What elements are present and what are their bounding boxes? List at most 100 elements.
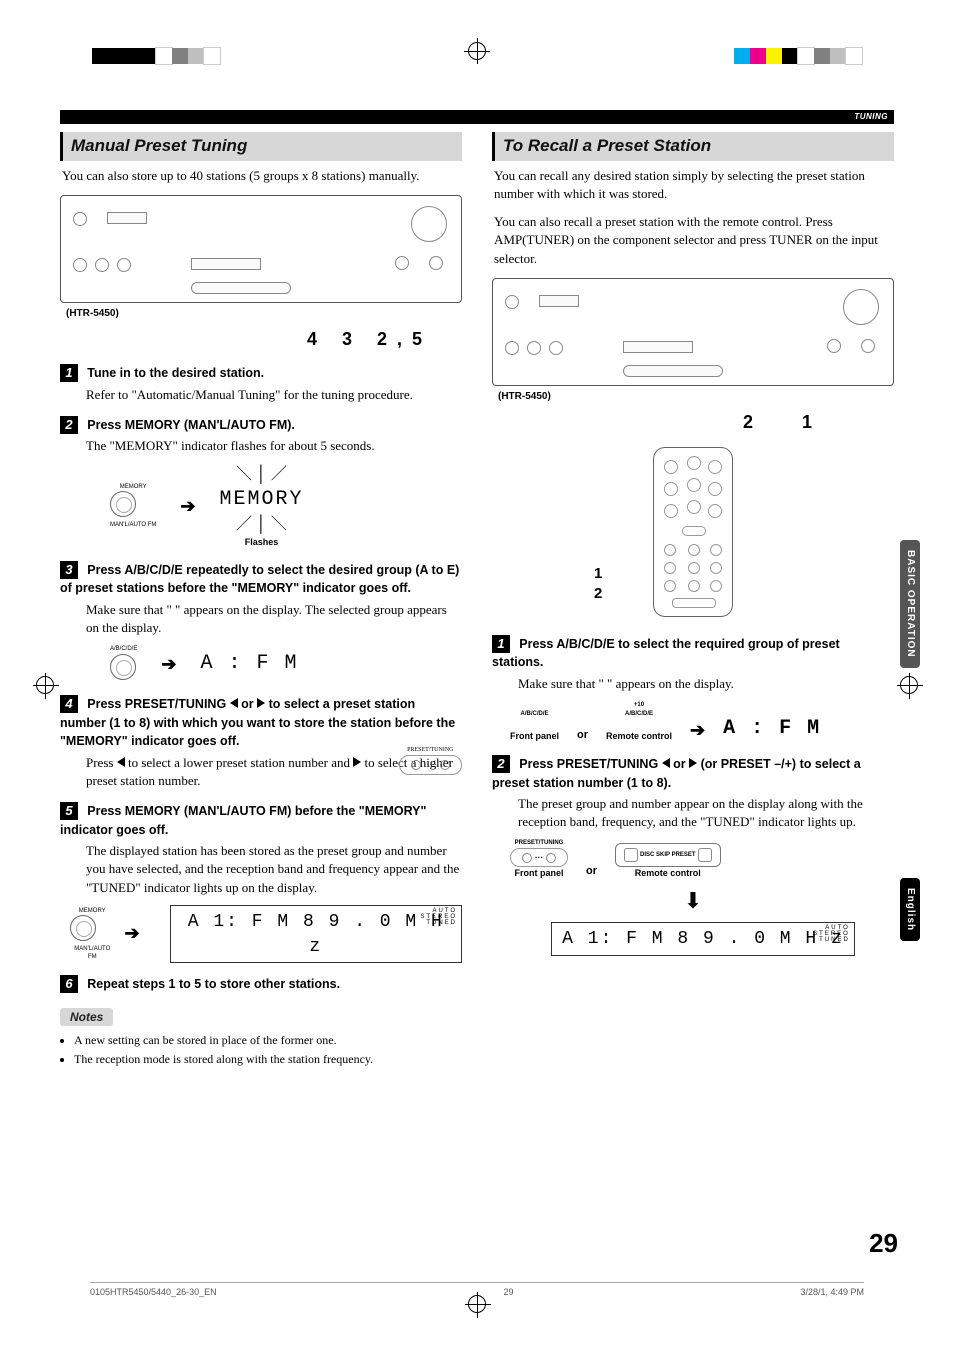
step-title: Repeat steps 1 to 5 to store other stati…	[87, 977, 340, 991]
right-column: To Recall a Preset Station You can recal…	[492, 132, 894, 1070]
step-number: 4	[60, 695, 78, 713]
section-header-bar: TUNING	[60, 110, 894, 124]
step-title: Press A/B/C/D/E repeatedly to select the…	[60, 563, 459, 596]
front-panel-label: Front panel	[515, 868, 564, 878]
step-body: The preset group and number appear on th…	[518, 795, 894, 831]
recall-preset-title: To Recall a Preset Station	[492, 132, 894, 161]
recall-step-2: 2 Press PRESET/TUNING or (or PRESET –/+)…	[492, 755, 894, 956]
arrow-right-icon: ➔	[125, 921, 140, 946]
lcd-display: AUTO STEREO TUNED A 1: F M 8 9 . 0 M H z	[551, 922, 855, 955]
step-5: 5 Press MEMORY (MAN'L/AUTO FM) before th…	[60, 802, 462, 963]
preset-tuning-label: PRESET/TUNING	[399, 746, 462, 754]
recall-step-2-figure: PRESET/TUNING ··· Front panel or DISC SK…	[510, 839, 894, 879]
triangle-right-icon	[257, 698, 265, 708]
button-label: MEMORY	[110, 483, 156, 491]
lcd-text: MEMORY	[219, 486, 303, 514]
footer-timestamp: 3/28/1, 4:49 PM	[800, 1286, 864, 1299]
arrow-right-icon: ➔	[161, 652, 176, 677]
receiver-callouts: 4 3 2,5	[60, 327, 462, 352]
triangle-right-icon	[689, 758, 697, 768]
triangle-left-icon	[662, 758, 670, 768]
recall-intro-2: You can also recall a preset station wit…	[494, 213, 892, 268]
or-label: or	[586, 864, 597, 879]
step-title: Press PRESET/TUNING or to select a prese…	[60, 697, 455, 748]
step-number: 2	[492, 755, 510, 773]
left-column: Manual Preset Tuning You can also store …	[60, 132, 462, 1070]
step-6: 6 Repeat steps 1 to 5 to store other sta…	[60, 975, 462, 994]
step-title: Tune in to the desired station.	[87, 366, 264, 380]
crop-target-icon	[468, 42, 486, 60]
section-header-label: TUNING	[854, 111, 888, 122]
triangle-left-icon	[230, 698, 238, 708]
step-title: Press A/B/C/D/E to select the required g…	[492, 637, 840, 670]
recall-step-1: 1 Press A/B/C/D/E to select the required…	[492, 635, 894, 743]
step-number: 6	[60, 975, 78, 993]
side-tabs: BASIC OPERATION English	[900, 540, 920, 941]
step-title: Press MEMORY (MAN'L/AUTO FM).	[87, 418, 295, 432]
print-registration-marks	[60, 42, 894, 72]
step-number: 1	[60, 364, 78, 382]
preset-tuning-label: PRESET/TUNING	[510, 839, 568, 847]
button-label: MAN'L/AUTO FM	[110, 521, 156, 529]
or-label: or	[577, 728, 588, 743]
flashes-caption: Flashes	[219, 536, 303, 549]
lcd-text: A : F M	[723, 715, 821, 743]
button-label: MAN'L/AUTO FM	[70, 945, 115, 962]
lcd-text: A 1: F M 8 9 . 0 M H z	[188, 912, 444, 957]
step-body: The displayed station has been stored as…	[86, 842, 462, 897]
button-label: A/B/C/D/E	[110, 645, 137, 653]
page-footer: 0105HTR5450/5440_26-30_EN 29 3/28/1, 4:4…	[90, 1282, 864, 1299]
note-item: A new setting can be stored in place of …	[74, 1032, 462, 1049]
arrow-down-icon: ⬇	[492, 886, 894, 917]
footer-file: 0105HTR5450/5440_26-30_EN	[90, 1286, 217, 1299]
manual-preset-title: Manual Preset Tuning	[60, 132, 462, 161]
tab-basic-operation: BASIC OPERATION	[900, 540, 920, 668]
note-item: The reception mode is stored along with …	[74, 1051, 462, 1068]
memory-button-icon	[70, 915, 96, 941]
triangle-left-icon	[117, 757, 125, 767]
step-4: 4 Press PRESET/TUNING or to select a pre…	[60, 695, 462, 790]
step-2: 2 Press MEMORY (MAN'L/AUTO FM). The "MEM…	[60, 416, 462, 549]
step-title: Press MEMORY (MAN'L/AUTO FM) before the …	[60, 804, 426, 837]
page-number: 29	[869, 1225, 898, 1261]
button-label: MEMORY	[70, 907, 115, 915]
step-number: 3	[60, 561, 78, 579]
step-body: Refer to "Automatic/Manual Tuning" for t…	[86, 386, 462, 404]
step-body: Make sure that " " appears on the displa…	[86, 601, 462, 637]
step-2-figure: MEMORY MAN'L/AUTO FM ➔ ＼ │ ／ MEMORY ／ │ …	[110, 464, 462, 549]
receiver-callouts: 2 1	[492, 410, 894, 435]
receiver-diagram	[60, 195, 462, 303]
step-number: 5	[60, 802, 78, 820]
button-label: +10	[606, 701, 672, 709]
step-3-figure: A/B/C/D/E ➔ A : F M	[110, 645, 462, 683]
step-1: 1 Tune in to the desired station. Refer …	[60, 364, 462, 404]
arrow-right-icon: ➔	[180, 494, 195, 519]
remote-control-label: Remote control	[606, 731, 672, 741]
step-body: The "MEMORY" indicator flashes for about…	[86, 437, 462, 455]
step-number: 1	[492, 635, 510, 653]
crop-target-icon	[36, 676, 54, 694]
step-title: Press PRESET/TUNING or (or PRESET –/+) t…	[492, 757, 861, 790]
tab-english: English	[900, 878, 920, 941]
step-5-figure: MEMORY MAN'L/AUTO FM ➔ AUTO STEREO TUNED…	[70, 905, 462, 963]
remote-callout-1: 1	[594, 563, 602, 584]
remote-callout-2: 2	[594, 583, 602, 604]
step-number: 2	[60, 416, 78, 434]
recall-intro-1: You can recall any desired station simpl…	[494, 167, 892, 203]
preset-tuning-icon: ·····	[399, 755, 462, 774]
lcd-text: A 1: F M 8 9 . 0 M H z	[562, 929, 844, 949]
button-label: A/B/C/D/E	[510, 710, 559, 718]
recall-step-1-figure: A/B/C/D/E Front panel or +10 A/B/C/D/E R…	[510, 701, 894, 743]
notes-list: A new setting can be stored in place of …	[74, 1032, 462, 1068]
model-label: (HTR-5450)	[66, 307, 462, 321]
front-panel-label: Front panel	[510, 731, 559, 741]
memory-button-icon	[110, 491, 136, 517]
manual-preset-intro: You can also store up to 40 stations (5 …	[62, 167, 460, 185]
remote-diagram	[653, 447, 733, 617]
notes-badge: Notes	[60, 1008, 113, 1027]
receiver-diagram	[492, 278, 894, 386]
abcde-button-icon	[110, 654, 136, 680]
arrow-right-icon: ➔	[690, 718, 705, 743]
step-body: Make sure that " " appears on the displa…	[518, 675, 894, 693]
step-3: 3 Press A/B/C/D/E repeatedly to select t…	[60, 561, 462, 683]
